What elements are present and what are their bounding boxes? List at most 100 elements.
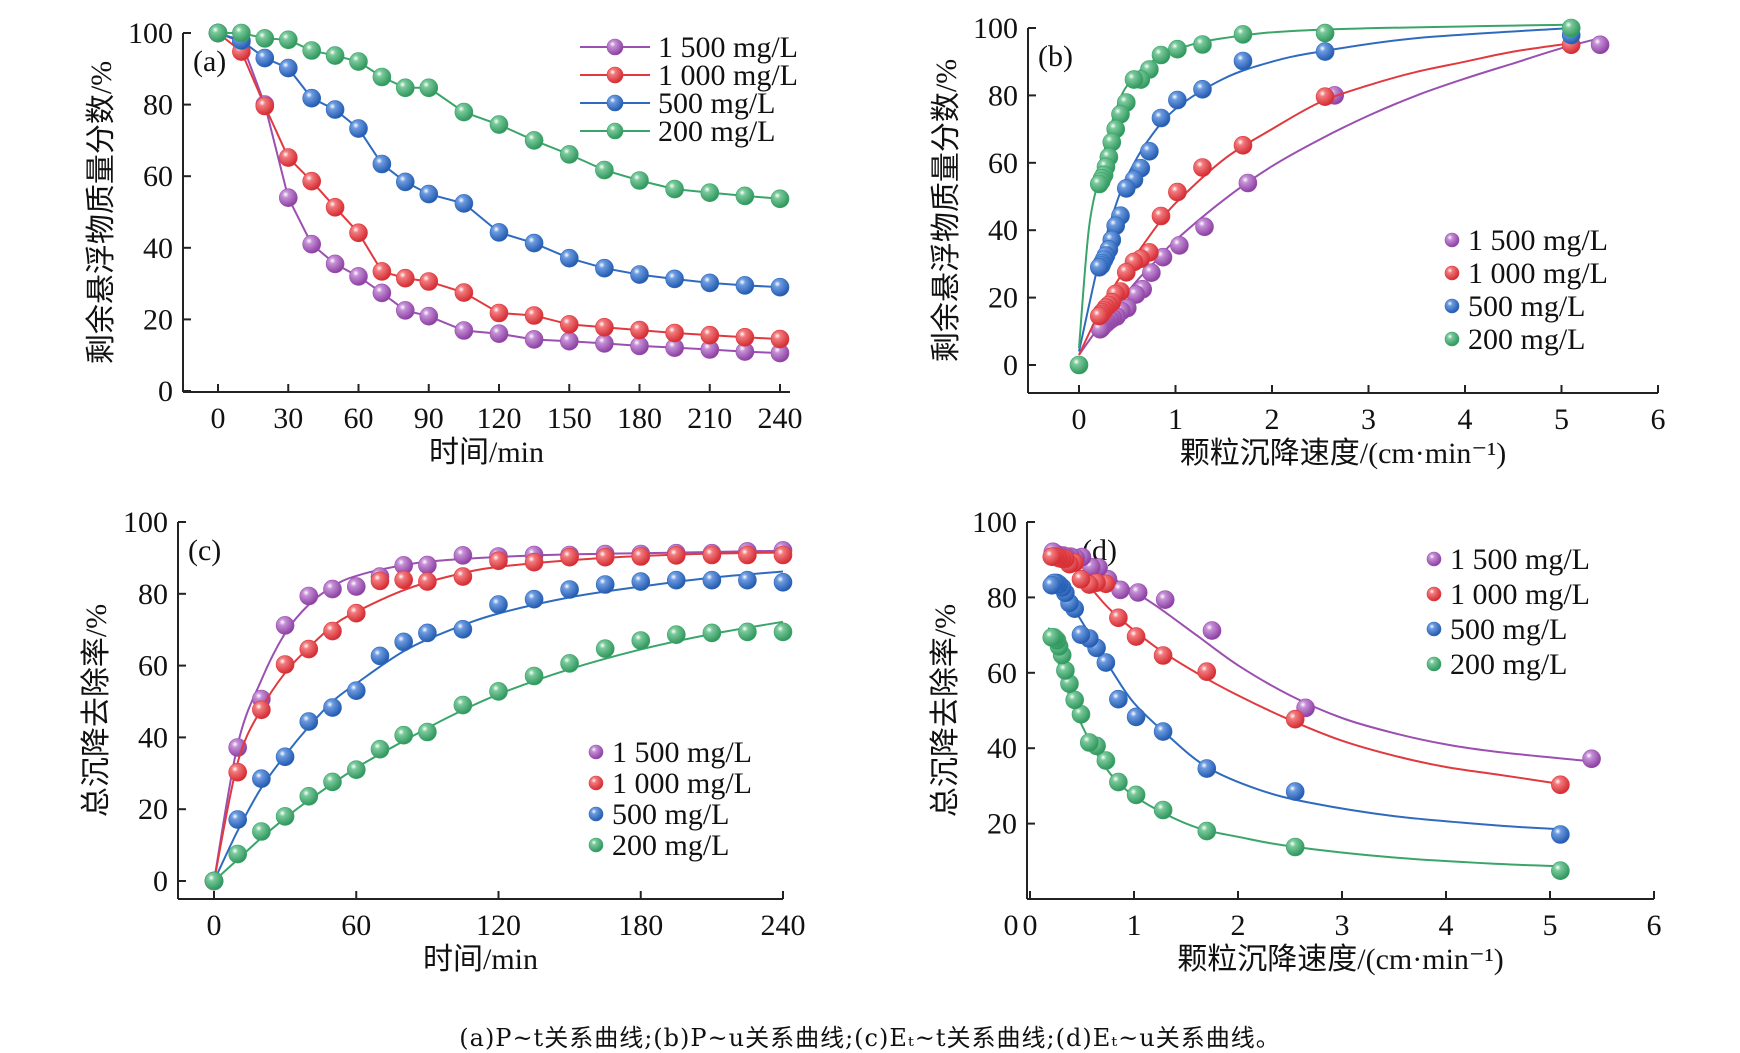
data-point: [1109, 772, 1128, 792]
legend-item: 200 mg/L: [580, 115, 776, 148]
data-point: [738, 570, 757, 590]
data-point: [228, 762, 247, 782]
legend-marker: [1444, 331, 1460, 347]
data-point: [1140, 142, 1159, 161]
data-point: [1090, 257, 1109, 277]
x-tick-label: 120: [477, 402, 522, 435]
data-point: [1168, 182, 1187, 202]
data-point: [394, 725, 414, 745]
data-point: [1109, 689, 1128, 709]
data-point: [595, 639, 615, 659]
x-tick-label: 0: [211, 402, 226, 435]
data-point: [773, 622, 793, 642]
legend-marker: [606, 122, 624, 140]
data-point: [208, 23, 228, 43]
legend-label: 1 500 mg/L: [1468, 224, 1608, 257]
data-point: [1285, 837, 1305, 857]
data-point: [325, 46, 345, 65]
y-tick-label: 80: [143, 89, 173, 122]
data-point: [323, 621, 342, 641]
data-point: [228, 844, 247, 864]
data-point: [346, 603, 366, 623]
legend-label: 1 000 mg/L: [612, 767, 752, 800]
data-point: [1193, 80, 1212, 99]
x-tick-label: 0: [1004, 909, 1019, 942]
data-point: [252, 769, 271, 789]
data-point: [630, 320, 649, 340]
legend-item: 1 000 mg/L: [1444, 257, 1608, 290]
data-point: [489, 115, 509, 134]
data-point: [1151, 108, 1171, 128]
y-tick-label: 100: [123, 506, 168, 539]
data-point: [1090, 174, 1109, 194]
legend-item: 200 mg/L: [1426, 648, 1568, 681]
data-point: [275, 807, 295, 826]
legend-label: 500 mg/L: [658, 87, 776, 120]
data-point: [372, 154, 392, 174]
data-point: [559, 315, 579, 334]
x-tick-label: 240: [761, 909, 806, 942]
data-point: [1202, 621, 1222, 640]
data-point: [372, 262, 392, 281]
y-tick-label: 80: [987, 581, 1017, 614]
data-point: [1071, 625, 1091, 645]
data-point: [453, 546, 473, 565]
x-tick-label: 4: [1439, 909, 1454, 942]
data-point: [665, 323, 684, 343]
data-point: [252, 700, 271, 720]
data-point: [325, 100, 345, 119]
data-point: [302, 171, 322, 191]
legend-marker: [588, 806, 604, 822]
data-point: [454, 102, 474, 122]
data-point: [1128, 583, 1148, 602]
panel-label: (b): [1038, 40, 1073, 73]
data-point: [489, 595, 508, 614]
data-point: [524, 330, 544, 349]
data-point: [559, 331, 579, 351]
data-point: [700, 183, 720, 202]
x-tick-label: 120: [476, 909, 521, 942]
series-500mg-L: [1078, 25, 1581, 352]
data-point: [1153, 646, 1173, 665]
x-tick-label: 60: [341, 909, 371, 942]
data-point: [665, 179, 684, 199]
data-point: [349, 223, 368, 243]
data-point: [595, 160, 614, 180]
y-tick-label: 100: [128, 17, 173, 50]
data-point: [418, 623, 437, 643]
data-point: [299, 786, 319, 806]
data-point: [395, 172, 415, 192]
x-tick-label: 2: [1231, 909, 1246, 942]
data-point: [1109, 608, 1128, 628]
x-tick-label: 240: [758, 402, 803, 435]
x-tick-label: 1: [1127, 909, 1142, 942]
data-point: [773, 572, 793, 592]
legend-item: 1 000 mg/L: [580, 59, 798, 92]
data-point: [228, 738, 247, 757]
data-point: [524, 666, 544, 686]
series-200mg-L: [1069, 18, 1581, 375]
y-axis-title: 总沉降去除率/%: [929, 604, 962, 817]
legend-marker: [1444, 232, 1460, 248]
fit-curve: [213, 549, 784, 882]
data-point: [302, 88, 322, 108]
data-point: [1233, 51, 1253, 71]
data-point: [665, 269, 684, 289]
legend-label: 500 mg/L: [1468, 290, 1586, 323]
data-point: [394, 570, 414, 590]
legend-item: 500 mg/L: [1426, 613, 1568, 646]
data-point: [325, 254, 345, 274]
data-point: [630, 336, 649, 356]
data-point: [489, 551, 508, 571]
series-200mg-L: [1042, 627, 1570, 881]
legend-marker: [1444, 298, 1460, 314]
data-point: [1168, 90, 1187, 110]
legend-label: 1 500 mg/L: [612, 736, 752, 769]
y-tick-label: 20: [988, 282, 1018, 315]
data-point: [1551, 825, 1570, 844]
y-tick-label: 40: [138, 721, 168, 754]
legend-item: 1 500 mg/L: [1426, 543, 1590, 576]
x-tick-label: 4: [1458, 403, 1473, 436]
data-point: [1117, 179, 1136, 198]
